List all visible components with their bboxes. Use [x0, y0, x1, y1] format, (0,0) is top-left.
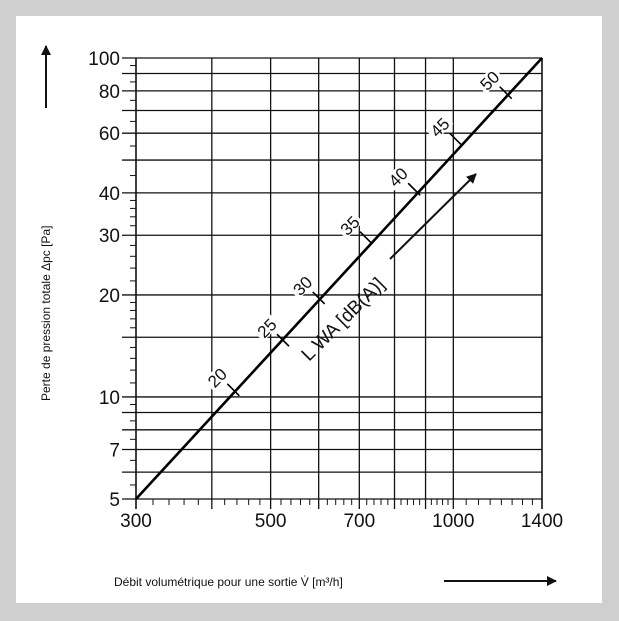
- sound-level-label: 45: [427, 114, 454, 141]
- x-axis-title: Débit volumétrique pour une sortie V̇ [m…: [114, 575, 343, 589]
- x-minor-ticks: [152, 499, 533, 505]
- lwa-arrow: [389, 173, 477, 260]
- x-tick-label: 500: [255, 511, 287, 532]
- sound-level-label: 40: [385, 164, 412, 191]
- y-tick-label: 30: [99, 226, 120, 247]
- x-tick-label: 1400: [521, 511, 563, 532]
- x-tick-label: 1000: [432, 511, 474, 532]
- y-axis-title: Perte de pression totale Δpc [Pa]: [39, 226, 53, 401]
- x-tick-label: 300: [120, 511, 152, 532]
- sound-level-tick: [312, 291, 326, 305]
- sound-level-tick: [499, 86, 513, 100]
- y-tick-label: 5: [109, 490, 120, 511]
- sound-level-label: 20: [204, 365, 231, 392]
- y-tick-label: 20: [99, 286, 120, 307]
- sound-level-tick: [449, 132, 463, 147]
- chart-panel: 5 7 10 20 30 40 60 80 100 300 500 700 1000 1400 20 25…: [16, 16, 602, 603]
- y-tick-label: 80: [99, 82, 120, 103]
- y-gridlines: [122, 57, 542, 500]
- sound-level-label-bg: [288, 271, 316, 300]
- sound-level-tick: [407, 182, 421, 196]
- sound-level-tick: [276, 333, 290, 347]
- x-tick-label: 700: [343, 511, 375, 532]
- y-tick-label: 100: [88, 49, 120, 70]
- y-tick-label: 40: [99, 184, 120, 205]
- sound-level-label-bg: [383, 162, 412, 191]
- sound-level-label-bg: [203, 363, 231, 392]
- sound-level-label-bg: [425, 113, 454, 141]
- pressure-loss-line: [135, 57, 543, 500]
- y-tick-label: 7: [109, 440, 120, 461]
- series-layer: [135, 57, 543, 500]
- y-minor-ticks: [130, 65, 136, 486]
- sound-level-label-bg: [252, 313, 281, 342]
- sound-level-label-bg: [335, 211, 364, 240]
- y-tick-labels: 5 7 10 20 30 40 60 80 100: [88, 49, 120, 511]
- sound-level-label-bg: [475, 66, 504, 95]
- sound-level-tick: [359, 231, 373, 245]
- sound-level-tick: [226, 383, 240, 397]
- x-tick-labels: 300 500 700 1000 1400: [120, 511, 563, 532]
- x-gridlines: [135, 58, 543, 509]
- y-tick-label: 60: [99, 124, 120, 145]
- y-tick-label: 10: [99, 388, 120, 409]
